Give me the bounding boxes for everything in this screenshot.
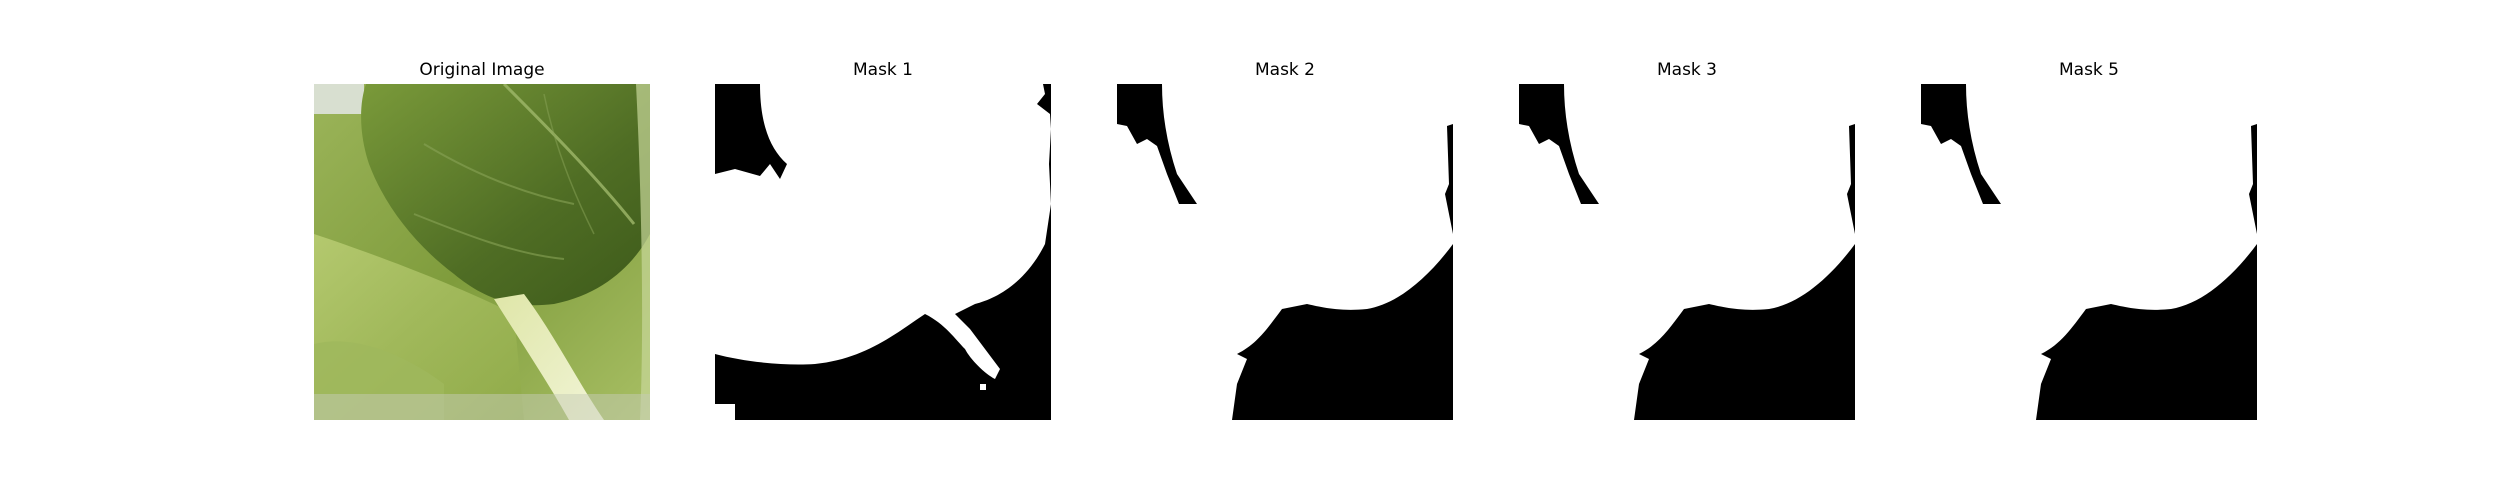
panel-title-mask-3: Mask 3 xyxy=(1656,60,1717,80)
panel-title-mask-1: Mask 1 xyxy=(852,60,913,80)
mask-2-panel xyxy=(1117,84,1453,420)
leaf-photo xyxy=(314,84,650,420)
mask-1-image xyxy=(715,84,1051,420)
mask-3-panel xyxy=(1519,84,1855,420)
original-image-panel xyxy=(314,84,650,420)
panel-title-mask-2: Mask 2 xyxy=(1254,60,1315,80)
mask-1-panel xyxy=(715,84,1051,420)
mask-5-image xyxy=(1921,84,2257,420)
panel-title-original-image: Original Image xyxy=(419,60,545,80)
mask-3-image xyxy=(1519,84,1855,420)
mask-2-image xyxy=(1117,84,1453,420)
panel-title-mask-5: Mask 5 xyxy=(2058,60,2119,80)
mask-5-panel xyxy=(1921,84,2257,420)
